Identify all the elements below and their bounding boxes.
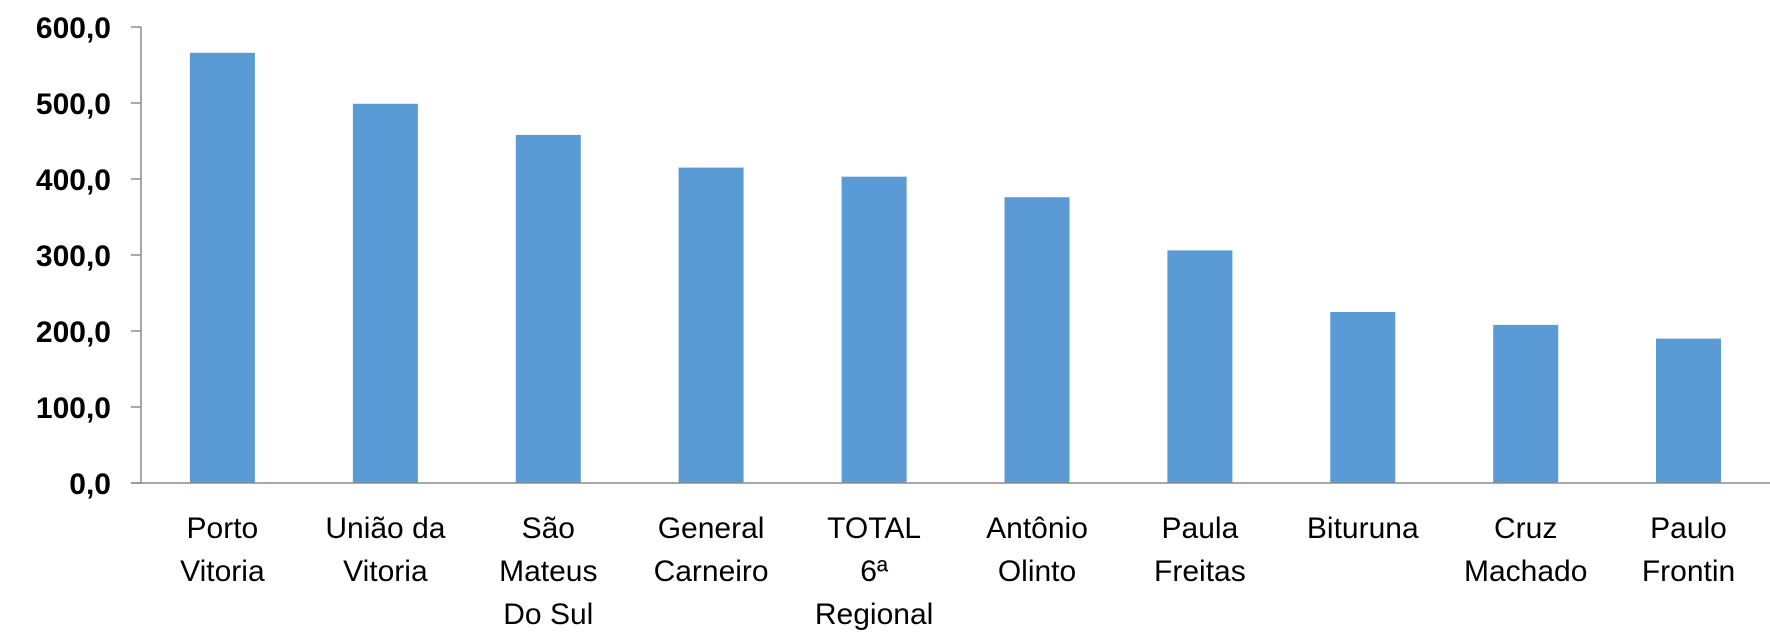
x-tick-label-line: Carneiro [654,555,769,588]
x-tick-label-line: Antônio [986,512,1088,545]
x-tick-label-4: TOTAL 6ª Regional [815,512,933,631]
x-tick-label-line: Vitoria [180,555,265,588]
x-tick-label-line: Porto [187,512,259,545]
x-tick-label-line: General [658,512,765,545]
x-tick-label-0: Porto Vitoria [180,512,265,588]
bar-0 [189,52,255,484]
bar-1 [352,103,418,484]
x-tick-label-line: Paula [1162,512,1239,545]
y-tick-label-1: 100,0 [36,392,111,425]
x-tick-label-line: Mateus [499,555,597,588]
bar-4 [841,176,907,483]
bar-2 [515,134,581,483]
bar-7 [1330,312,1396,483]
x-tick-label-line: Machado [1464,555,1587,588]
x-tick-label-line: Vitoria [343,555,428,588]
y-axis-ticks: 0,0 100,0 200,0 300,0 400,0 500,0 600,0 [36,12,141,501]
bar-5 [1004,197,1070,483]
x-tick-label-line: Bituruna [1307,512,1419,545]
x-tick-label-7: Bituruna [1307,512,1419,545]
y-tick-label-5: 500,0 [36,88,111,121]
bar-series [189,52,1721,484]
x-tick-label-line: União da [325,512,445,545]
x-tick-label-line: 6ª [860,555,889,588]
x-tick-label-5: Antônio Olinto [986,512,1088,588]
x-tick-label-line: Paulo [1650,512,1727,545]
bar-3 [678,167,744,483]
y-tick-label-3: 300,0 [36,240,111,273]
x-tick-label-line: Frontin [1642,555,1735,588]
y-tick-label-6: 600,0 [36,12,111,45]
y-tick-label-4: 400,0 [36,164,111,197]
x-tick-label-line: Freitas [1154,555,1246,588]
x-tick-label-9: Paulo Frontin [1642,512,1735,588]
x-tick-label-2: São Mateus Do Sul [499,512,597,631]
x-axis-ticks: Porto Vitoria União da Vitoria São Mateus Do S… [180,512,1735,631]
x-tick-label-line: Cruz [1494,512,1557,545]
x-tick-label-1: União da Vitoria [325,512,445,588]
x-tick-label-8: Cruz Machado [1464,512,1587,588]
bar-6 [1167,250,1233,483]
x-tick-label-3: General Carneiro [654,512,769,588]
y-tick-label-0: 0,0 [69,468,111,501]
x-tick-label-line: Do Sul [503,598,593,631]
bar-8 [1493,324,1559,483]
x-tick-label-6: Paula Freitas [1154,512,1246,588]
bar-9 [1656,338,1721,483]
x-tick-label-line: TOTAL [827,512,921,545]
y-tick-label-2: 200,0 [36,316,111,349]
x-tick-label-line: Regional [815,598,933,631]
x-tick-label-line: Olinto [998,555,1076,588]
x-tick-label-line: São [522,512,575,545]
